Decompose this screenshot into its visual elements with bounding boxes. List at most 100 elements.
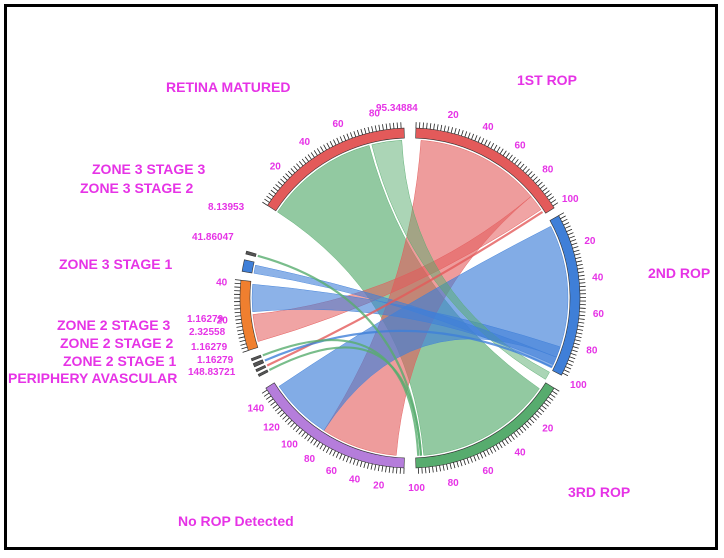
tick-mark	[517, 161, 522, 167]
tick-mark	[268, 398, 274, 403]
tick-mark	[578, 318, 585, 320]
tick-mark	[529, 418, 535, 424]
tick-mark	[275, 184, 281, 189]
tick-mark	[241, 346, 248, 350]
tick-mark	[242, 350, 249, 353]
arc-zone2-d	[250, 354, 262, 362]
tick-mark	[263, 392, 270, 397]
tick-mark	[290, 422, 295, 428]
arc-zone3-stage1	[239, 279, 259, 351]
tick-mark	[534, 413, 540, 418]
label-zone3-stage1: ZONE 3 STAGE 1	[59, 256, 173, 272]
tick-mark	[461, 130, 464, 137]
tick-mark	[313, 440, 318, 446]
tick-mark	[568, 235, 575, 239]
tick-mark	[285, 173, 291, 179]
tick-mark	[546, 193, 552, 198]
tick-mark	[577, 328, 584, 331]
tick-mark	[524, 423, 529, 429]
tick-mark	[467, 132, 471, 139]
tick-mark	[360, 128, 363, 135]
chord-zone2-c	[264, 329, 553, 369]
tick-mark	[426, 122, 428, 129]
tick-mark	[516, 430, 521, 436]
tick-mark	[550, 199, 557, 204]
tick-mark	[543, 402, 549, 407]
tick-mark	[484, 139, 488, 146]
tick-mark	[301, 158, 307, 164]
tick-mark	[352, 458, 356, 465]
tick-mark	[576, 332, 583, 335]
tick-mark	[499, 148, 504, 155]
tick-mark	[459, 460, 463, 467]
tick-mark	[552, 390, 558, 395]
tick-mark	[495, 444, 500, 451]
tick-mark	[429, 123, 432, 130]
tick-mark	[392, 467, 394, 474]
value-zone3-stage2: 8.13953	[208, 202, 245, 213]
tick-mark	[537, 181, 543, 187]
tick-mark	[471, 133, 475, 140]
arc-zone3-stage3	[245, 250, 257, 257]
tick-mark	[329, 449, 333, 455]
tick-mark	[507, 436, 512, 443]
tick-mark	[282, 414, 288, 420]
tick-mark	[240, 343, 247, 346]
tick-label: 60	[593, 309, 605, 320]
tick-mark	[237, 329, 244, 332]
tick-mark	[277, 181, 283, 186]
tick-mark	[563, 369, 570, 373]
tick-mark	[578, 278, 586, 281]
tick-mark	[577, 267, 584, 270]
tick-mark	[374, 464, 377, 471]
tick-mark	[329, 141, 334, 147]
tick-mark	[359, 460, 363, 467]
tick-label: 100	[408, 483, 425, 494]
tick-mark	[487, 141, 491, 147]
tick-mark	[339, 453, 343, 460]
tick-mark	[356, 129, 360, 136]
value-zone3-stage1: 41.86047	[192, 232, 234, 243]
tick-mark	[284, 417, 290, 423]
tick-mark	[493, 144, 498, 151]
tick-mark	[457, 129, 461, 136]
tick-mark	[235, 322, 242, 325]
tick-mark	[325, 447, 330, 454]
tick-label: 80	[369, 108, 381, 119]
tick-mark	[571, 242, 578, 246]
tick-mark	[367, 126, 370, 134]
tick-mark	[449, 463, 452, 470]
tick-mark	[572, 346, 579, 349]
tick-mark	[264, 198, 270, 203]
tick-mark	[342, 455, 346, 461]
tick-mark	[442, 464, 445, 471]
tick-mark	[320, 146, 324, 152]
tick-mark	[575, 335, 582, 338]
tick-mark	[568, 359, 575, 363]
tick-mark	[322, 445, 327, 452]
tick-mark	[287, 420, 293, 425]
tick-mark	[280, 178, 286, 184]
tick-mark	[262, 201, 268, 206]
label-zone2-stage2: ZONE 2 STAGE 2	[60, 335, 174, 351]
tick-mark	[381, 465, 384, 472]
label-periphery-avascular: PERIPHERY AVASCULAR	[8, 370, 178, 386]
tick-mark	[265, 395, 272, 400]
tick-label: 60	[332, 119, 344, 130]
tick-mark	[536, 410, 542, 416]
value-retina-matured: 95.34884	[376, 103, 418, 114]
tick-mark	[542, 187, 548, 192]
tick-mark	[343, 134, 347, 141]
tick-mark	[464, 131, 468, 138]
tick-mark	[377, 465, 380, 472]
tick-label: 40	[483, 122, 495, 133]
tick-mark	[513, 432, 518, 438]
tick-mark	[505, 152, 510, 158]
tick-mark	[570, 352, 577, 356]
tick-mark	[530, 173, 536, 179]
tick-mark	[454, 128, 457, 135]
tick-label: 100	[281, 440, 298, 451]
tick-label: 100	[570, 380, 587, 391]
tick-mark	[521, 425, 527, 431]
value-periphery: 148.83721	[188, 367, 236, 378]
